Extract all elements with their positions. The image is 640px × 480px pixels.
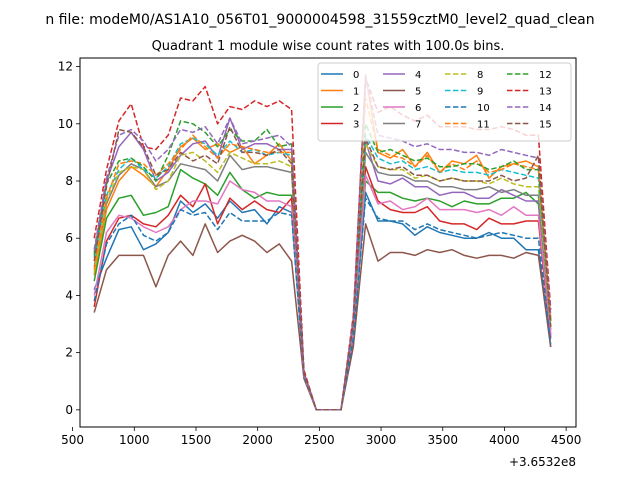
legend-label: 3 (353, 120, 359, 131)
x-tick-label: 4500 (551, 433, 582, 447)
y-tick-label: 0 (65, 403, 73, 417)
x-tick-label: 1000 (119, 433, 150, 447)
series-line-15 (93, 125, 552, 411)
series-line-7 (93, 151, 552, 411)
legend-label: 10 (477, 103, 490, 114)
series-line-4 (93, 117, 552, 411)
legend-label: 8 (477, 70, 483, 81)
legend-label: 13 (539, 87, 552, 98)
legend-label: 1 (353, 87, 359, 98)
chart-title: Quadrant 1 module wise count rates with … (152, 39, 505, 54)
x-tick-label: 2500 (304, 433, 335, 447)
x-tick-label: 4000 (489, 433, 520, 447)
legend-label: 2 (353, 103, 359, 114)
x-tick-label: 1500 (181, 433, 212, 447)
legend-label: 4 (415, 70, 421, 81)
y-tick-label: 12 (58, 60, 73, 74)
y-tick-label: 8 (65, 174, 73, 188)
series-line-5 (93, 223, 552, 411)
legend-label: 5 (415, 87, 421, 98)
y-tick-label: 10 (58, 117, 73, 131)
series-layer (93, 74, 552, 411)
figure-suptitle: n file: modeM0/AS1A10_056T01_9000004598_… (45, 12, 594, 28)
y-tick-label: 2 (65, 346, 73, 360)
legend-label: 0 (353, 70, 359, 81)
series-line-11 (93, 97, 552, 411)
legend-label: 9 (477, 87, 483, 98)
series-line-6 (93, 174, 552, 411)
x-tick-label: 500 (61, 433, 84, 447)
y-tick-label: 6 (65, 231, 73, 245)
legend-label: 11 (477, 120, 490, 131)
legend-label: 7 (415, 120, 421, 131)
y-tick-label: 4 (65, 288, 73, 302)
x-tick-label: 3000 (366, 433, 397, 447)
x-tick-label: 3500 (427, 433, 458, 447)
series-line-2 (93, 168, 552, 411)
legend-label: 14 (539, 103, 552, 114)
tick-layer: 500 1000 1500 2000 2500 3000 3500 4000 4500 0 2 4 6 8… (58, 60, 582, 447)
series-line-14 (93, 74, 552, 411)
legend-box (317, 62, 572, 142)
x-tick-label: 2000 (242, 433, 273, 447)
legend-label: 12 (539, 70, 552, 81)
x-offset-label: +3.6532e8 (509, 455, 576, 469)
legend-label: 15 (539, 120, 552, 131)
plot-frame (79, 57, 577, 428)
legend-label: 6 (415, 103, 421, 114)
